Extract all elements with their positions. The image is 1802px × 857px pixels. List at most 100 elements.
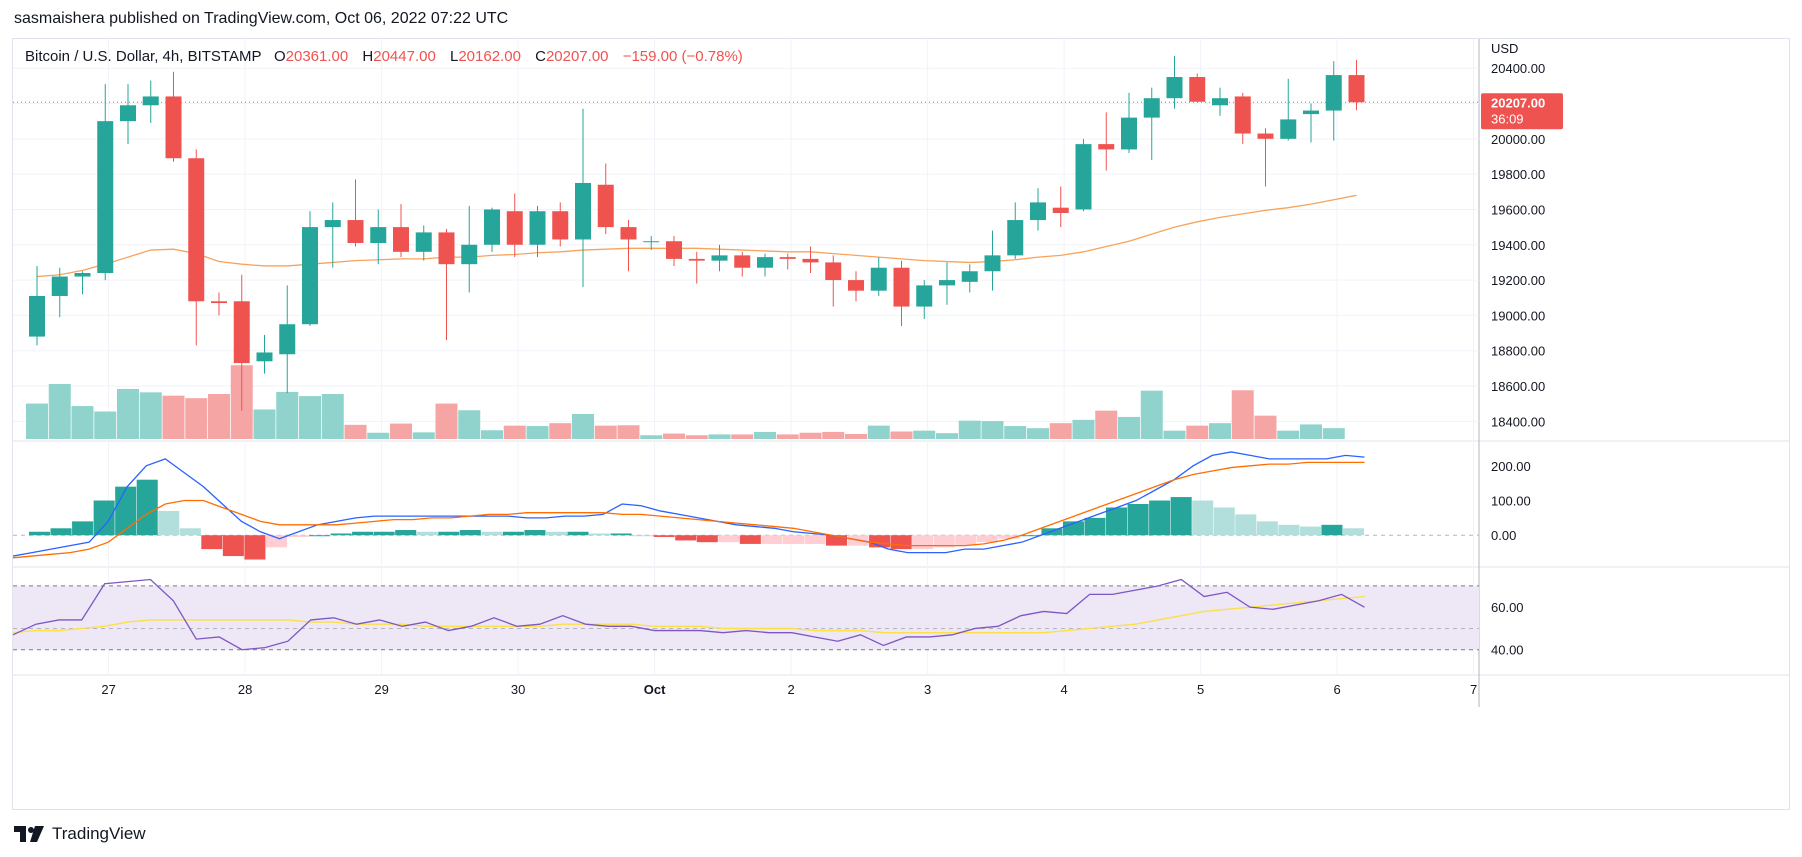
macd-histogram-bar	[136, 479, 158, 536]
volume-bar	[1072, 419, 1095, 439]
macd-histogram-bar	[72, 521, 94, 536]
volume-bar	[958, 420, 981, 439]
candle-body	[1121, 117, 1137, 150]
price-axis-tick-label: 19000.00	[1491, 308, 1545, 323]
candle-body	[984, 255, 1001, 272]
candle-body	[347, 220, 364, 243]
candle-body	[1052, 207, 1069, 213]
symbol-name: Bitcoin / U.S. Dollar, 4h, BITSTAMP	[25, 48, 262, 65]
high-label: H	[362, 48, 374, 65]
macd-histogram-bar	[1256, 521, 1278, 536]
candle-body	[620, 227, 637, 240]
volume-bar	[981, 421, 1004, 439]
volume-bar	[412, 432, 435, 439]
candle-body	[597, 184, 614, 228]
macd-histogram-bar	[1278, 524, 1300, 536]
candle-body	[893, 267, 910, 307]
macd-histogram-bar	[244, 535, 266, 560]
x-axis-tick-label: 4	[1061, 682, 1068, 697]
volume-bar	[458, 410, 481, 439]
rsi-line	[13, 578, 1365, 651]
macd-histogram-bar	[352, 531, 374, 536]
macd-histogram-bar	[1342, 528, 1364, 536]
macd-axis-tick-label: 200.00	[1491, 459, 1531, 474]
volume-bar	[435, 403, 458, 439]
x-axis-tick-label: Oct	[644, 682, 666, 697]
volume-bar	[594, 425, 617, 439]
open-label: O	[273, 48, 286, 65]
macd-histogram-bar	[890, 535, 912, 550]
volume-bar	[549, 423, 572, 439]
volume-bar	[890, 431, 913, 439]
macd-histogram-bar	[524, 530, 546, 536]
volume-bar	[731, 434, 754, 439]
macd-histogram-bar	[718, 535, 740, 543]
macd-histogram-bar	[395, 530, 417, 536]
publisher-credit: sasmaishera published on TradingView.com…	[14, 10, 509, 27]
volume-bar	[572, 414, 594, 439]
candle-body	[393, 227, 409, 252]
price-axis-tick-label: 20400.00	[1491, 61, 1545, 76]
volume-bar	[1163, 430, 1186, 439]
macd-histogram-bar	[330, 533, 352, 536]
volume-bar	[162, 395, 185, 439]
candle-body	[142, 96, 159, 106]
tradingview-branding[interactable]: TradingView	[14, 824, 146, 844]
candle-body	[1234, 96, 1251, 134]
volume-bar	[617, 425, 640, 439]
candle-body	[1166, 77, 1183, 99]
candle-body	[324, 220, 341, 228]
candle-body	[757, 257, 773, 268]
macd-histogram-bar	[309, 535, 331, 537]
candle-body	[802, 258, 819, 263]
low-value: 20162.00	[458, 48, 521, 65]
candle-body	[302, 227, 318, 325]
symbol-legend: Bitcoin / U.S. Dollar, 4h, BITSTAMP O203…	[25, 48, 743, 65]
candle-body	[256, 352, 273, 362]
volume-bar	[71, 406, 94, 439]
macd-axis-tick-label: 0.00	[1491, 528, 1516, 543]
signal-line	[13, 461, 1365, 559]
macd-histogram-bar	[545, 531, 568, 536]
volume-bar	[344, 424, 367, 439]
last-price-value: 20207.00	[1491, 95, 1545, 110]
macd-histogram-bar	[1321, 524, 1343, 536]
volume-bar	[1004, 426, 1027, 439]
macd-histogram-bar	[201, 535, 223, 550]
moving-average-line	[36, 194, 1357, 278]
macd-histogram-bar	[373, 531, 395, 536]
volume-bar	[48, 384, 71, 439]
volume-bar	[1231, 390, 1254, 439]
volume-bar	[26, 403, 48, 439]
rsi-moving-average-line	[13, 595, 1365, 634]
volume-bar	[1027, 428, 1049, 439]
macd-histogram-bar	[1149, 500, 1171, 536]
price-axis-tick-label: 19400.00	[1491, 238, 1545, 253]
candle-body	[461, 244, 478, 265]
macd-histogram-bar	[955, 535, 977, 546]
volume-bar	[390, 423, 412, 439]
chart-frame[interactable]: 27282930Oct23456720400.0020200.0020000.0…	[12, 38, 1790, 810]
macd-histogram-bar	[912, 535, 934, 550]
volume-bar	[685, 435, 708, 439]
volume-bar	[276, 391, 299, 439]
macd-histogram-bar	[696, 535, 718, 543]
macd-histogram-bar	[459, 530, 481, 536]
candle-body	[74, 273, 91, 277]
volume-bar	[299, 396, 321, 439]
volume-bar	[503, 425, 526, 439]
price-axis-tick-label: 19800.00	[1491, 167, 1545, 182]
chart-canvas[interactable]: 27282930Oct23456720400.0020200.0020000.0…	[13, 39, 1789, 809]
candle-body	[848, 280, 864, 291]
candle-body	[666, 241, 682, 259]
macd-histogram-bar	[158, 510, 180, 536]
volume-bar	[754, 431, 776, 439]
volume-bar	[1049, 423, 1072, 439]
macd-histogram-bar	[416, 531, 438, 536]
candle-body	[370, 227, 387, 243]
candle-body	[939, 280, 955, 286]
macd-histogram-bar	[222, 535, 244, 557]
x-axis-tick-label: 3	[924, 682, 931, 697]
macd-histogram-bar	[933, 535, 955, 548]
candle-body	[734, 255, 751, 268]
